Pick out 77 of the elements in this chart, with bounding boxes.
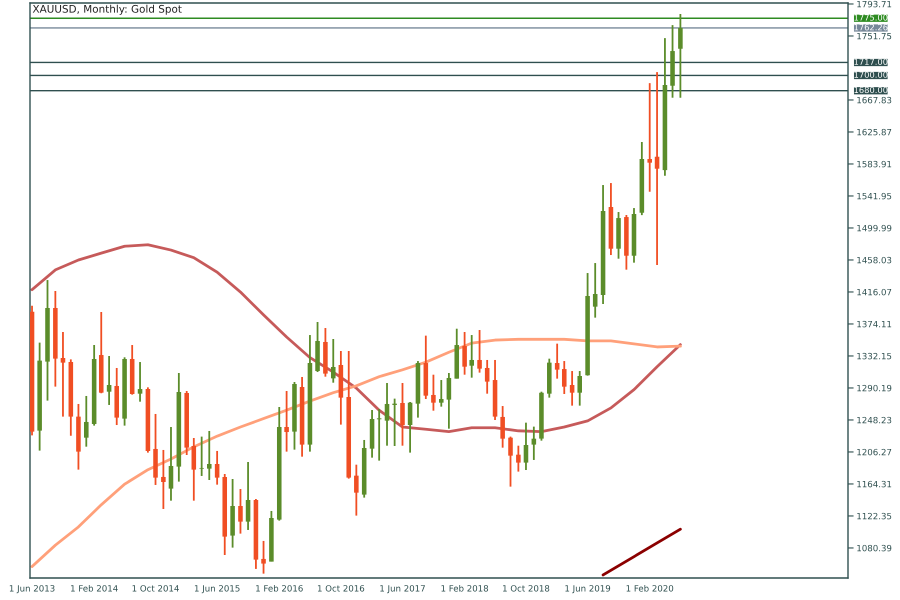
x-tick-label: 1 Feb 2020 <box>626 584 674 592</box>
y-tick-label: 1080.39 <box>857 544 892 552</box>
candlestick <box>376 408 382 462</box>
x-tick-label: 1 Feb 2018 <box>442 584 488 592</box>
candlestick <box>577 370 582 407</box>
x-tick-label: 1 Jun 2015 <box>194 585 240 594</box>
ref-line-label: 1762.26 <box>854 24 888 30</box>
candlestick <box>446 372 452 430</box>
chart-title: XAUUSD, Monthly: Gold Spot <box>32 4 182 15</box>
candlestick <box>439 379 444 408</box>
candlestick <box>384 382 390 447</box>
candlestick <box>168 426 174 502</box>
candlestick <box>238 488 243 535</box>
candlestick <box>408 401 412 454</box>
candlestick <box>284 390 289 453</box>
x-tick-label: 1 Jun 2017 <box>380 585 425 594</box>
x-tick-label: 1 Oct 2016 <box>318 585 364 592</box>
candlestick <box>206 430 212 481</box>
ref-line-label: 1680.00 <box>854 86 888 94</box>
y-tick-label: 1667.83 <box>857 96 892 104</box>
y-tick-label: 1374.11 <box>857 320 892 328</box>
candlestick <box>469 334 474 379</box>
y-tick-label: 1541.95 <box>857 192 892 200</box>
candlestick <box>330 338 336 384</box>
y-tick-label: 1499.99 <box>857 224 892 232</box>
candlestick <box>431 374 436 412</box>
candlestick <box>524 422 528 471</box>
candlestick <box>354 464 359 517</box>
candlestick <box>592 262 598 319</box>
x-tick-label: 1 Oct 2018 <box>503 585 550 592</box>
candlestick <box>570 370 574 407</box>
ref-line-label: 1717.00 <box>854 58 888 65</box>
candlestick <box>84 395 89 448</box>
candlestick <box>477 329 482 374</box>
x-tick-label: 1 Feb 2014 <box>71 584 118 592</box>
candlestick <box>462 331 467 376</box>
line-series <box>30 338 682 568</box>
y-tick-label: 1332.15 <box>857 352 892 360</box>
y-tick-label: 1793.71 <box>857 0 892 8</box>
candlestick <box>647 82 652 193</box>
ref-line-label: 1700.00 <box>854 72 888 78</box>
line-series <box>602 528 682 576</box>
y-tick-label: 1206.27 <box>857 448 892 456</box>
candlestick <box>161 449 166 510</box>
y-tick-label: 1122.35 <box>857 512 892 520</box>
candlestick <box>138 361 142 403</box>
y-tick-label: 1583.91 <box>857 160 892 168</box>
candlestick <box>508 436 513 488</box>
y-tick-label: 1625.87 <box>857 128 892 136</box>
y-tick-label: 1751.75 <box>857 32 892 40</box>
candlestick <box>554 342 560 380</box>
candlestick <box>192 437 196 502</box>
candlestick <box>532 426 536 461</box>
y-tick-label: 1164.31 <box>857 480 892 488</box>
ref-line-label: 1775.00 <box>854 14 888 21</box>
x-tick-label: 1 Oct 2014 <box>132 585 179 592</box>
candlestick <box>400 382 405 447</box>
candlestick <box>261 540 266 575</box>
x-tick-label: 1 Jun 2019 <box>565 585 610 594</box>
candlestick <box>562 360 567 395</box>
candlestick <box>60 331 66 418</box>
y-tick-label: 1290.19 <box>857 384 892 392</box>
x-tick-label: 1 Jun 2013 <box>10 585 54 594</box>
line-series <box>30 243 682 433</box>
candlestick <box>214 450 220 486</box>
candlestick <box>246 461 250 531</box>
candlestick <box>392 398 397 447</box>
candlestick <box>500 405 505 449</box>
y-tick-label: 1248.23 <box>857 416 892 424</box>
candlestick <box>106 355 112 406</box>
x-tick-label: 1 Feb 2016 <box>256 584 303 592</box>
candlestick <box>484 359 490 395</box>
candlestick <box>678 13 683 99</box>
candlestick <box>516 444 521 473</box>
y-tick-label: 1416.07 <box>857 288 892 296</box>
y-tick-label: 1458.03 <box>857 256 892 264</box>
candlestick <box>654 71 660 266</box>
